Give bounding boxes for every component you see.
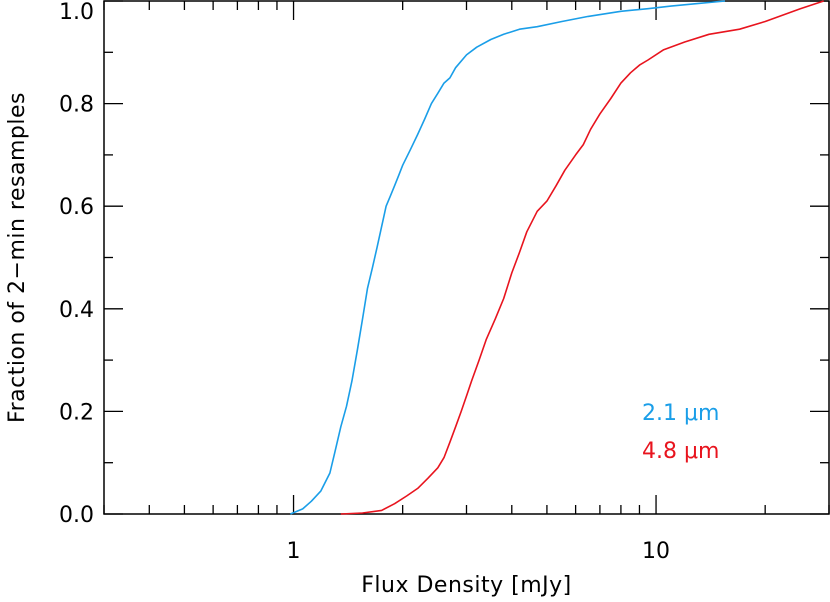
y-tick-label: 0.0: [59, 503, 94, 528]
y-tick-label: 0.4: [59, 298, 94, 323]
y-tick-label: 0.6: [59, 195, 94, 220]
y-tick-label: 0.8: [59, 93, 94, 118]
legend-entry: 4.8 μm: [642, 439, 719, 464]
y-axis-title: Fraction of 2−min resamples: [5, 92, 30, 423]
series-line: [340, 0, 824, 515]
series-line: [290, 0, 726, 515]
axes: 1 10 0.0 0.2 0.4 0.6 0.8 1.0: [59, 0, 830, 564]
x-tick-label: 1: [287, 539, 301, 564]
legend: 2.1 μm 4.8 μm: [642, 401, 719, 464]
legend-entry: 2.1 μm: [642, 401, 719, 426]
y-tick-label: 0.2: [59, 400, 94, 425]
y-tick-label: 1.0: [59, 0, 94, 25]
x-axis-title: Flux Density [mJy]: [361, 573, 571, 598]
x-tick-label: 10: [642, 539, 670, 564]
series-lines: [290, 0, 824, 515]
plot-frame: [103, 0, 830, 515]
